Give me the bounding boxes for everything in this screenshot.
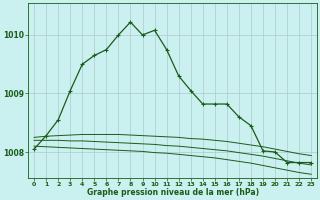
X-axis label: Graphe pression niveau de la mer (hPa): Graphe pression niveau de la mer (hPa) <box>87 188 259 197</box>
